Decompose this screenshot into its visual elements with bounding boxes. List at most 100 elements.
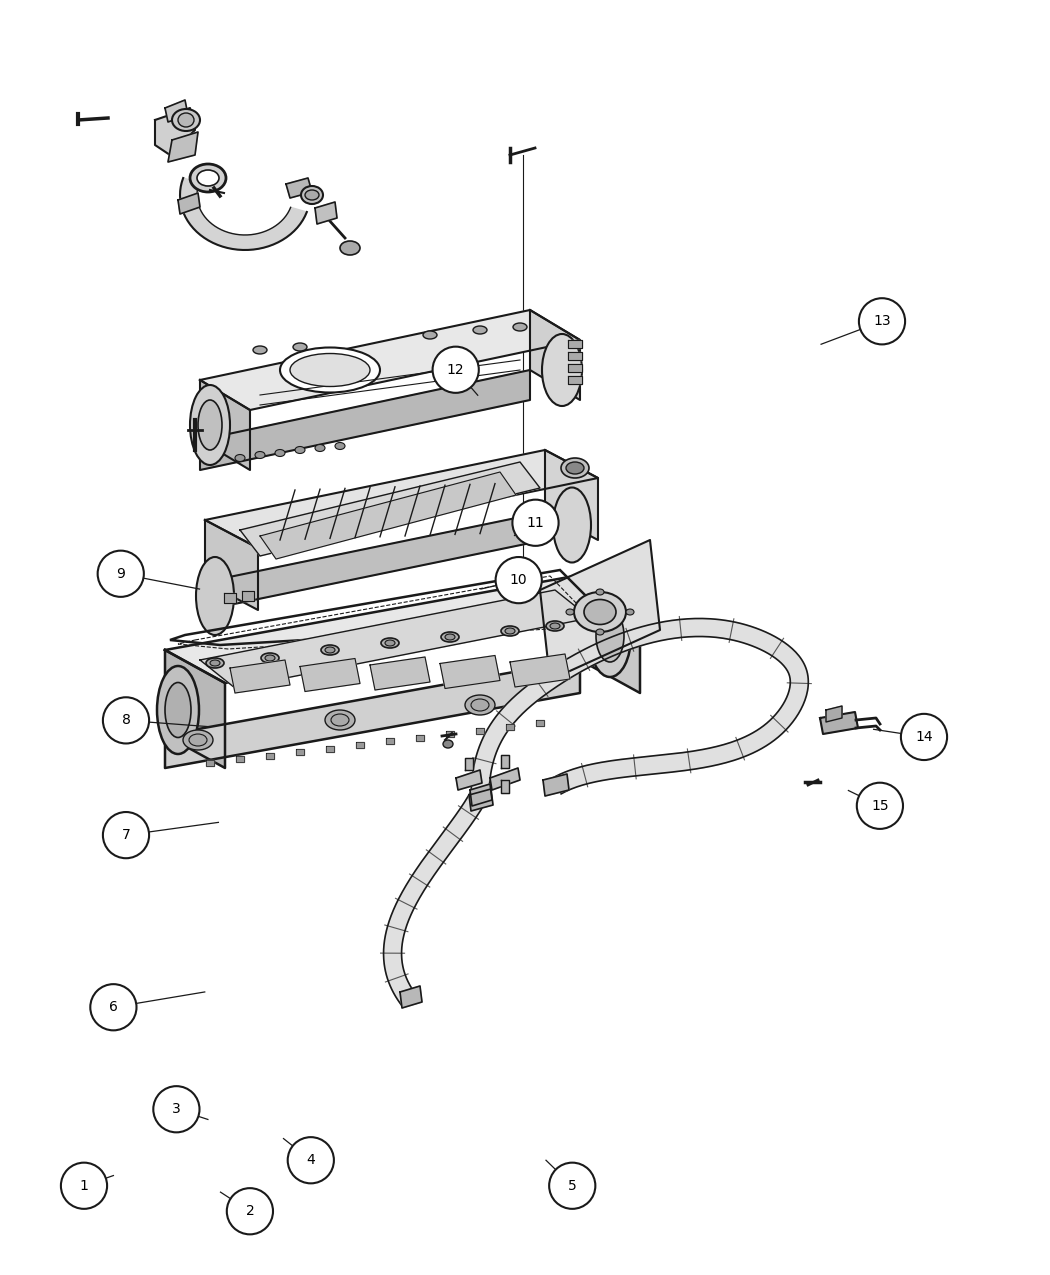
Polygon shape [165,650,225,768]
Text: 15: 15 [872,799,888,812]
Polygon shape [165,99,188,122]
Polygon shape [469,789,494,811]
Text: 8: 8 [122,714,130,727]
Polygon shape [568,352,582,360]
Polygon shape [240,462,540,556]
Ellipse shape [471,699,489,711]
Polygon shape [568,340,582,348]
Ellipse shape [178,113,194,128]
Ellipse shape [158,666,200,754]
Ellipse shape [441,632,459,643]
Ellipse shape [385,640,395,646]
Circle shape [61,1163,107,1209]
Ellipse shape [340,241,360,255]
Polygon shape [165,660,580,768]
Polygon shape [470,784,492,806]
Ellipse shape [550,623,560,629]
Ellipse shape [290,353,370,386]
Text: 10: 10 [510,574,527,586]
Ellipse shape [301,186,323,204]
Polygon shape [476,728,484,733]
Polygon shape [506,724,514,731]
Polygon shape [200,590,590,688]
Polygon shape [545,450,598,541]
Polygon shape [205,520,258,609]
Polygon shape [326,746,334,751]
Polygon shape [230,660,290,694]
Polygon shape [446,731,454,737]
Circle shape [98,551,144,597]
Polygon shape [826,706,842,722]
Ellipse shape [553,487,591,562]
Circle shape [103,697,149,743]
Polygon shape [286,179,312,198]
Circle shape [103,812,149,858]
Ellipse shape [596,589,604,595]
Ellipse shape [165,682,191,737]
Circle shape [433,347,479,393]
Ellipse shape [596,629,604,635]
Ellipse shape [472,326,487,334]
Polygon shape [510,654,570,687]
Text: 7: 7 [122,829,130,842]
Text: 9: 9 [117,567,125,580]
Ellipse shape [295,446,304,454]
Circle shape [153,1086,200,1132]
Polygon shape [300,658,360,691]
Text: 14: 14 [916,731,932,743]
Polygon shape [200,370,530,470]
Polygon shape [820,711,858,734]
Polygon shape [224,593,236,603]
Ellipse shape [445,634,455,640]
Polygon shape [266,752,274,759]
Circle shape [549,1163,595,1209]
Ellipse shape [321,645,339,655]
Ellipse shape [584,599,616,625]
Ellipse shape [235,454,245,462]
Ellipse shape [210,660,220,666]
Polygon shape [386,738,394,745]
Ellipse shape [190,164,226,193]
Polygon shape [530,310,580,400]
Polygon shape [205,450,598,548]
Polygon shape [580,575,640,694]
Ellipse shape [546,621,564,631]
Polygon shape [383,792,487,1005]
Polygon shape [543,774,569,796]
Polygon shape [471,618,808,801]
Ellipse shape [255,451,265,459]
Ellipse shape [189,734,207,746]
Ellipse shape [326,710,355,731]
Ellipse shape [542,334,582,405]
Text: 5: 5 [568,1179,576,1192]
Circle shape [901,714,947,760]
Polygon shape [260,472,516,558]
Polygon shape [400,986,422,1009]
Polygon shape [536,720,544,727]
Circle shape [857,783,903,829]
Text: 3: 3 [172,1103,181,1116]
Ellipse shape [331,714,349,725]
Polygon shape [180,179,307,250]
Polygon shape [206,760,214,766]
Polygon shape [465,759,472,770]
Polygon shape [242,592,254,601]
Circle shape [90,984,136,1030]
Ellipse shape [275,450,285,456]
Ellipse shape [315,445,326,451]
Ellipse shape [589,595,631,677]
Ellipse shape [197,170,219,186]
Ellipse shape [574,592,626,632]
Polygon shape [568,363,582,372]
Ellipse shape [196,557,234,635]
Ellipse shape [465,695,495,715]
Ellipse shape [505,629,514,634]
Text: 1: 1 [80,1179,88,1192]
Text: 13: 13 [874,315,890,328]
Polygon shape [236,756,244,762]
Text: 2: 2 [246,1205,254,1218]
Ellipse shape [626,609,634,615]
Polygon shape [456,770,482,790]
Ellipse shape [326,646,335,653]
Ellipse shape [293,343,307,351]
